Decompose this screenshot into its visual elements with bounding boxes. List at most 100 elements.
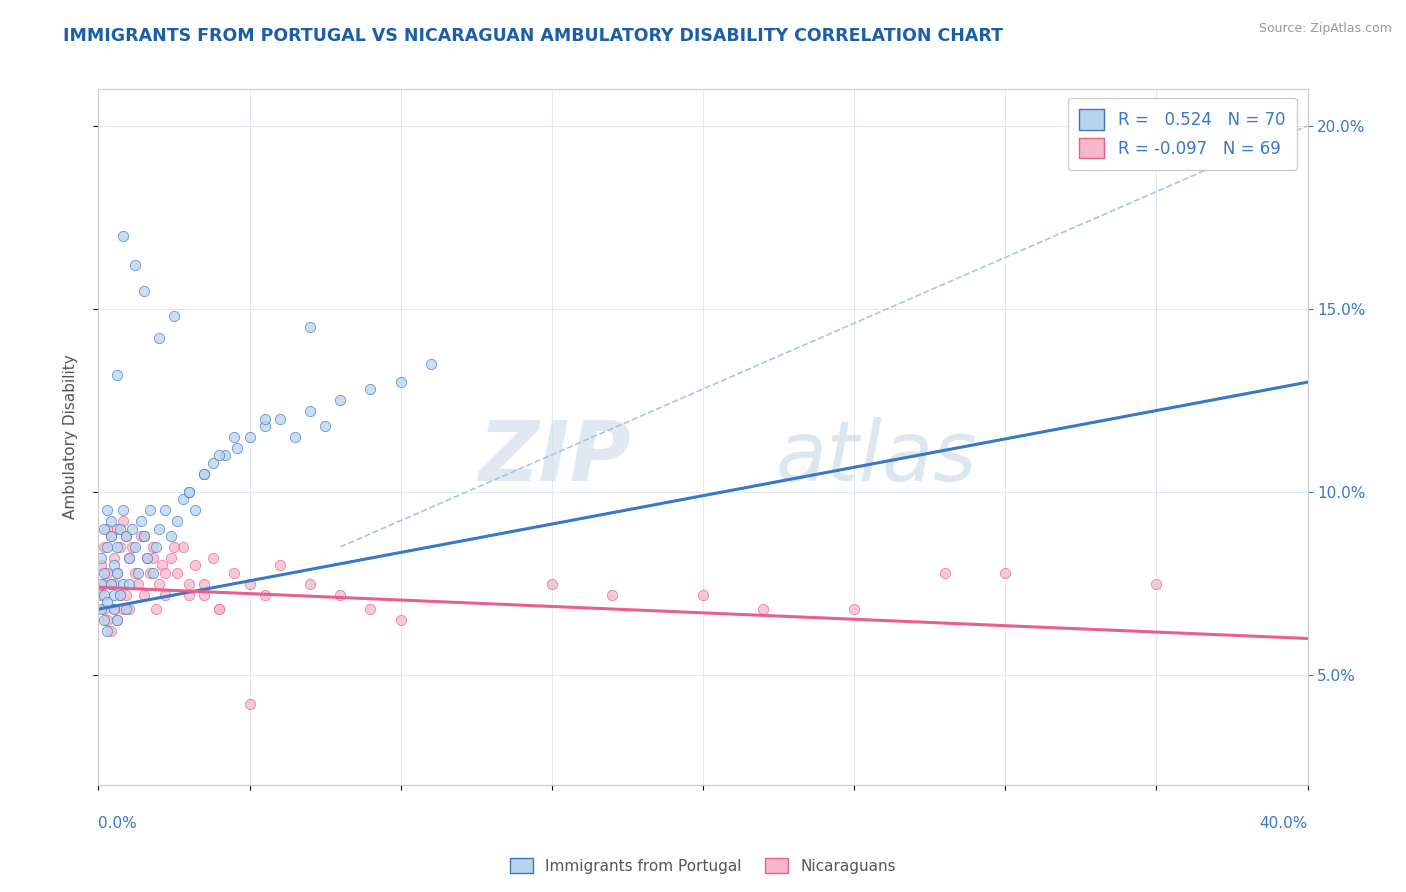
Point — [239, 576, 262, 591]
Point — [132, 284, 155, 298]
Point — [135, 550, 157, 565]
Point — [239, 698, 262, 712]
Point — [96, 503, 118, 517]
Point — [108, 588, 131, 602]
Point — [90, 550, 112, 565]
Point — [105, 522, 128, 536]
Point — [139, 566, 162, 580]
Point — [135, 550, 157, 565]
Point — [142, 566, 165, 580]
Point — [166, 566, 188, 580]
Point — [100, 514, 122, 528]
Point — [202, 550, 225, 565]
Point — [389, 375, 412, 389]
Point — [179, 485, 201, 500]
Point — [100, 529, 122, 543]
Point — [124, 540, 146, 554]
Point — [269, 558, 291, 573]
Point — [93, 588, 115, 602]
Text: 0.0%: 0.0% — [98, 815, 138, 830]
Point — [193, 467, 215, 481]
Point — [105, 566, 128, 580]
Point — [253, 411, 276, 425]
Point — [142, 550, 165, 565]
Point — [127, 566, 149, 580]
Point — [389, 613, 412, 627]
Point — [329, 393, 352, 408]
Point — [172, 540, 194, 554]
Point — [103, 602, 125, 616]
Point — [153, 503, 176, 517]
Point — [360, 383, 382, 397]
Point — [844, 602, 866, 616]
Point — [160, 550, 183, 565]
Point — [108, 540, 131, 554]
Point — [314, 419, 336, 434]
Point — [202, 456, 225, 470]
Point — [153, 566, 176, 580]
Point — [163, 540, 186, 554]
Point — [163, 310, 186, 324]
Point — [114, 602, 136, 616]
Point — [148, 576, 170, 591]
Text: 40.0%: 40.0% — [1260, 815, 1308, 830]
Point — [1144, 576, 1167, 591]
Point — [224, 430, 246, 444]
Point — [100, 624, 122, 639]
Point — [105, 368, 128, 382]
Point — [93, 602, 115, 616]
Point — [114, 529, 136, 543]
Point — [166, 514, 188, 528]
Point — [160, 529, 183, 543]
Legend: R =   0.524   N = 70, R = -0.097   N = 69: R = 0.524 N = 70, R = -0.097 N = 69 — [1067, 97, 1296, 169]
Point — [111, 576, 134, 591]
Point — [96, 566, 118, 580]
Point — [602, 588, 624, 602]
Point — [139, 503, 162, 517]
Point — [118, 550, 141, 565]
Point — [100, 529, 122, 543]
Point — [124, 566, 146, 580]
Point — [299, 576, 322, 591]
Point — [208, 602, 231, 616]
Point — [93, 522, 115, 536]
Point — [108, 588, 131, 602]
Point — [93, 613, 115, 627]
Point — [93, 576, 115, 591]
Point — [100, 576, 122, 591]
Point — [132, 529, 155, 543]
Point — [360, 602, 382, 616]
Point — [226, 441, 249, 455]
Point — [253, 588, 276, 602]
Point — [96, 624, 118, 639]
Point — [184, 503, 207, 517]
Point — [90, 558, 112, 573]
Point — [93, 540, 115, 554]
Point — [193, 576, 215, 591]
Point — [994, 566, 1017, 580]
Point — [90, 576, 112, 591]
Point — [96, 522, 118, 536]
Point — [193, 588, 215, 602]
Point — [111, 228, 134, 243]
Point — [142, 540, 165, 554]
Point — [540, 576, 562, 591]
Point — [239, 430, 262, 444]
Point — [108, 522, 131, 536]
Point — [103, 550, 125, 565]
Point — [111, 602, 134, 616]
Text: ZIP: ZIP — [478, 417, 630, 499]
Point — [184, 558, 207, 573]
Point — [179, 588, 201, 602]
Point — [132, 529, 155, 543]
Text: IMMIGRANTS FROM PORTUGAL VS NICARAGUAN AMBULATORY DISABILITY CORRELATION CHART: IMMIGRANTS FROM PORTUGAL VS NICARAGUAN A… — [63, 27, 1004, 45]
Point — [299, 404, 322, 418]
Point — [124, 258, 146, 272]
Point — [224, 566, 246, 580]
Point — [692, 588, 714, 602]
Point — [129, 529, 152, 543]
Point — [121, 522, 143, 536]
Text: Source: ZipAtlas.com: Source: ZipAtlas.com — [1258, 22, 1392, 36]
Point — [96, 595, 118, 609]
Point — [93, 566, 115, 580]
